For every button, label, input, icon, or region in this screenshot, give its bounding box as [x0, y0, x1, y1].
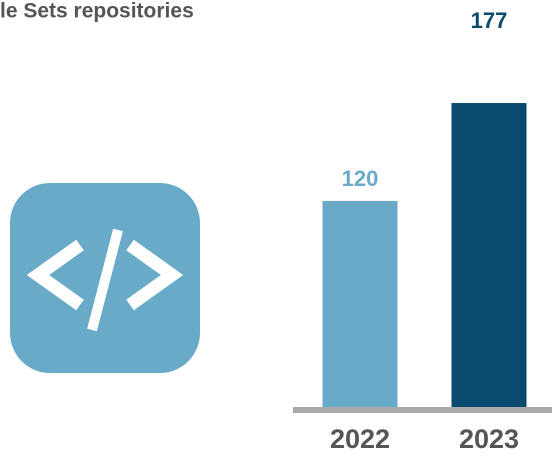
data-label: 177	[471, 8, 508, 33]
icon-slash	[87, 228, 123, 332]
bar	[451, 103, 527, 408]
data-label: 120	[342, 166, 379, 191]
chart-title: le Sets repositories	[0, 0, 194, 23]
code-icon	[10, 183, 200, 373]
bar	[322, 200, 398, 407]
icon-chevron-left	[26, 239, 84, 311]
icon-chevron-right	[126, 239, 184, 311]
x-tick-label: 2023	[459, 424, 519, 454]
x-tick-label: 2022	[330, 424, 390, 454]
